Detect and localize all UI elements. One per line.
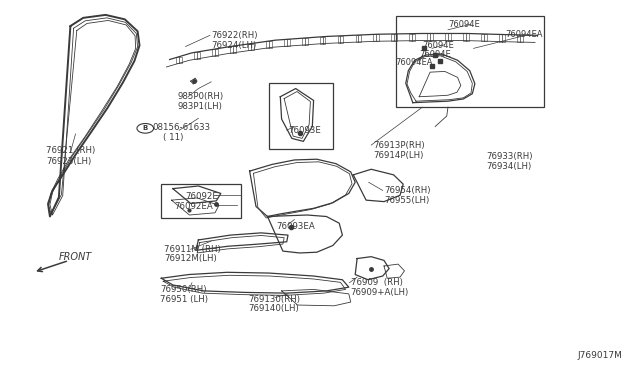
Text: 76093EA: 76093EA xyxy=(276,222,316,231)
Bar xyxy=(338,36,344,43)
Text: 76094EA: 76094EA xyxy=(396,58,433,67)
Bar xyxy=(428,33,433,41)
Bar xyxy=(177,57,182,63)
Bar xyxy=(356,35,362,42)
Bar xyxy=(481,34,487,41)
Bar xyxy=(320,37,326,44)
Text: 76922(RH): 76922(RH) xyxy=(211,31,258,40)
Text: ( 11): ( 11) xyxy=(163,133,184,142)
Text: 76094E: 76094E xyxy=(422,41,454,50)
Text: 76924(LH): 76924(LH) xyxy=(211,41,257,50)
Text: 76909+A(LH): 76909+A(LH) xyxy=(351,288,409,297)
Text: 76913P(RH): 76913P(RH) xyxy=(373,141,425,150)
Bar xyxy=(230,46,236,53)
Bar xyxy=(374,34,380,41)
Bar xyxy=(392,34,397,41)
Bar xyxy=(248,44,254,50)
Text: FRONT: FRONT xyxy=(59,252,92,262)
Text: B: B xyxy=(143,125,148,131)
Text: 76912M(LH): 76912M(LH) xyxy=(164,254,216,263)
Bar xyxy=(269,83,333,149)
Text: 08156-61633: 08156-61633 xyxy=(152,123,211,132)
Text: 76911M (RH): 76911M (RH) xyxy=(164,245,221,254)
Text: 769140(LH): 769140(LH) xyxy=(248,304,299,313)
Text: J769017M: J769017M xyxy=(577,351,622,360)
Bar xyxy=(445,33,451,41)
Bar xyxy=(266,41,272,48)
Text: 76954(RH): 76954(RH) xyxy=(384,186,431,195)
Bar xyxy=(195,52,200,59)
Text: 76092E: 76092E xyxy=(186,192,218,201)
Bar xyxy=(212,49,218,56)
Bar xyxy=(410,33,415,41)
Text: 76093E: 76093E xyxy=(288,126,321,135)
Bar xyxy=(499,35,505,42)
Bar xyxy=(161,184,241,218)
Text: 76951 (LH): 76951 (LH) xyxy=(160,295,208,304)
Bar xyxy=(517,35,523,42)
Text: 76955(LH): 76955(LH) xyxy=(384,196,429,205)
Text: 76914P(LH): 76914P(LH) xyxy=(373,151,424,160)
Text: 76094E: 76094E xyxy=(448,20,480,29)
Text: 76950(RH): 76950(RH) xyxy=(160,285,207,294)
Text: 76909  (RH): 76909 (RH) xyxy=(351,278,403,287)
Text: 76094EA: 76094EA xyxy=(506,30,543,39)
Bar xyxy=(302,38,308,45)
Text: 76092EA: 76092EA xyxy=(174,202,213,211)
Bar xyxy=(284,39,290,46)
Text: 76921 (RH): 76921 (RH) xyxy=(46,146,95,155)
Bar xyxy=(463,33,469,41)
Text: 76094E: 76094E xyxy=(419,50,451,59)
Text: 76934(LH): 76934(LH) xyxy=(486,162,532,171)
Text: 983P1(LH): 983P1(LH) xyxy=(178,102,223,111)
Text: 769130(RH): 769130(RH) xyxy=(248,295,300,304)
Text: 76933(RH): 76933(RH) xyxy=(486,152,533,161)
Bar xyxy=(396,16,544,107)
Text: 76923(LH): 76923(LH) xyxy=(46,157,92,166)
Text: 985P0(RH): 985P0(RH) xyxy=(178,92,224,101)
